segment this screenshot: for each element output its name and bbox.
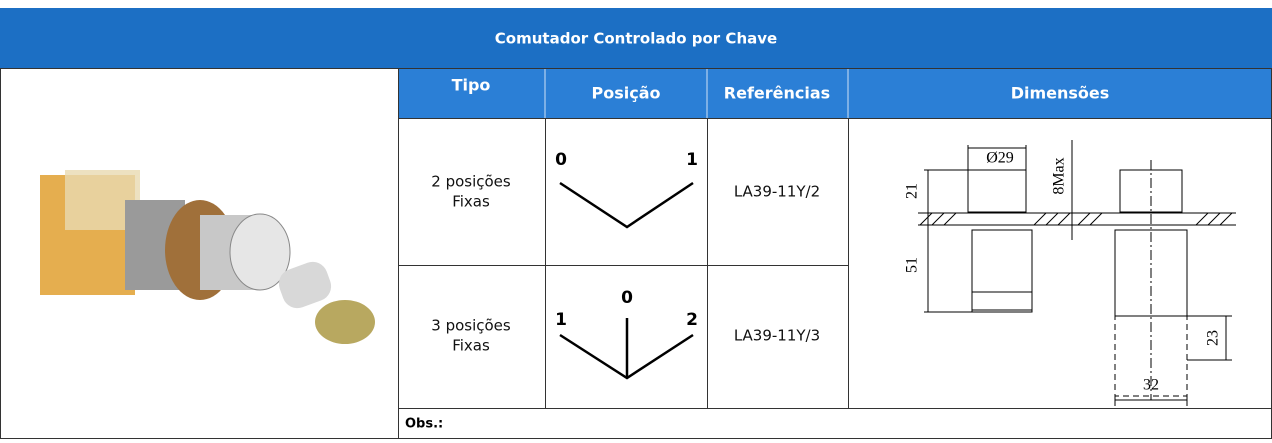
dimension-label: 8Max — [1051, 157, 1068, 194]
dimension-label: Ø29 — [986, 150, 1014, 167]
type-text: 3 posições — [431, 317, 511, 335]
header-cell: Referências — [724, 84, 830, 103]
header-cell: Dimensões — [1011, 84, 1110, 103]
hatching — [920, 213, 1232, 225]
position-label: 1 — [686, 150, 698, 170]
reference: LA39-11Y/2 — [734, 183, 820, 201]
dimension-drawing — [918, 140, 1236, 406]
product-image — [40, 170, 375, 344]
dimension-label: 21 — [904, 183, 921, 199]
position-label: 0 — [555, 150, 567, 170]
type-text: Fixas — [452, 193, 490, 211]
obs-label: Obs.: — [405, 417, 443, 432]
dimension-label: 51 — [904, 257, 921, 273]
dimension-label: 32 — [1143, 377, 1159, 394]
header-row — [398, 68, 1272, 118]
position-label: 2 — [686, 310, 698, 330]
header-cell: Posição — [592, 84, 661, 103]
position-diagram — [560, 183, 693, 227]
dimension-label: 23 — [1205, 330, 1222, 346]
position-label: 1 — [555, 310, 567, 330]
type-text: Fixas — [452, 337, 490, 355]
type-text: 2 posições — [431, 173, 511, 191]
reference: LA39-11Y/3 — [734, 327, 820, 345]
position-label: 0 — [621, 288, 633, 308]
position-diagram — [560, 318, 693, 378]
title: Comutador Controlado por Chave — [495, 30, 777, 48]
header-cell: Tipo — [452, 76, 491, 95]
